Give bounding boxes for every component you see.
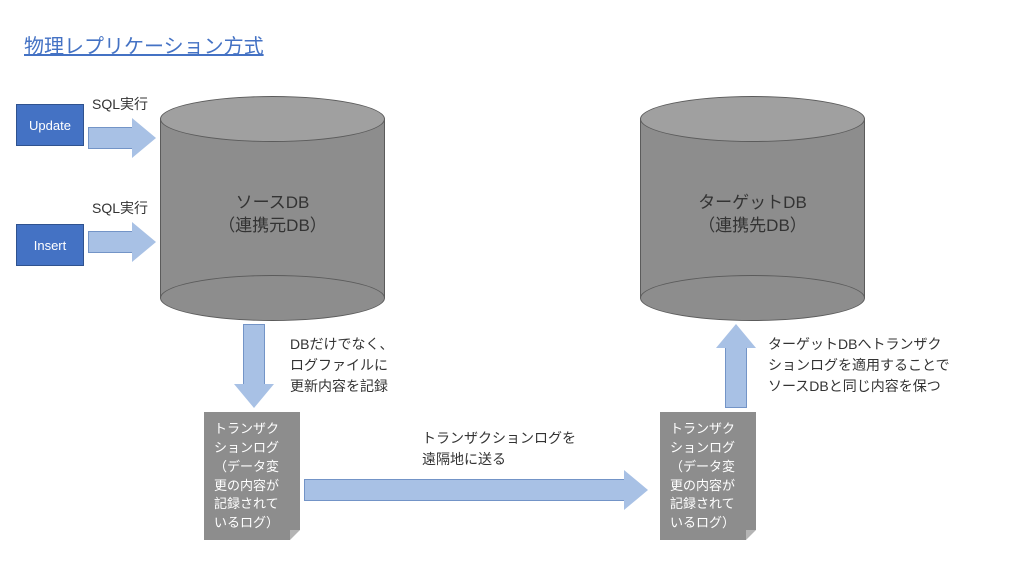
op-label: Insert [34, 238, 67, 253]
op-box-update: Update [16, 104, 84, 146]
arrow-sql-update [88, 118, 156, 158]
arrow-send-logs [304, 470, 648, 510]
cylinder-label-line1: ソースDB [236, 193, 310, 212]
arrow-db-to-log [234, 324, 274, 408]
caption-apply-logs: ターゲットDBへトランザクションログを適用することでソースDBと同じ内容を保つ [768, 334, 950, 397]
cylinder-label-line1: ターゲットDB [698, 193, 807, 212]
cylinder-label-line2: （連携先DB） [698, 216, 807, 235]
log-box-source: トランザクションログ（データ変更の内容が記録されているログ） [204, 412, 300, 540]
sql-label-2: SQL実行 [92, 198, 148, 218]
caption-log-record: DBだけでなく、ログファイルに更新内容を記録 [290, 334, 393, 397]
diagram-title: 物理レプリケーション方式 [24, 30, 264, 59]
log-box-target: トランザクションログ（データ変更の内容が記録されているログ） [660, 412, 756, 540]
caption-send-logs: トランザクションログを遠隔地に送る [422, 428, 576, 470]
arrow-sql-insert [88, 222, 156, 262]
cylinder-label-line2: （連携元DB） [218, 216, 327, 235]
arrow-log-to-target [716, 324, 756, 408]
op-box-insert: Insert [16, 224, 84, 266]
cylinder-target-db: ターゲットDB （連携先DB） [640, 96, 865, 321]
op-label: Update [29, 118, 71, 133]
sql-label-1: SQL実行 [92, 94, 148, 114]
cylinder-source-db: ソースDB （連携元DB） [160, 96, 385, 321]
